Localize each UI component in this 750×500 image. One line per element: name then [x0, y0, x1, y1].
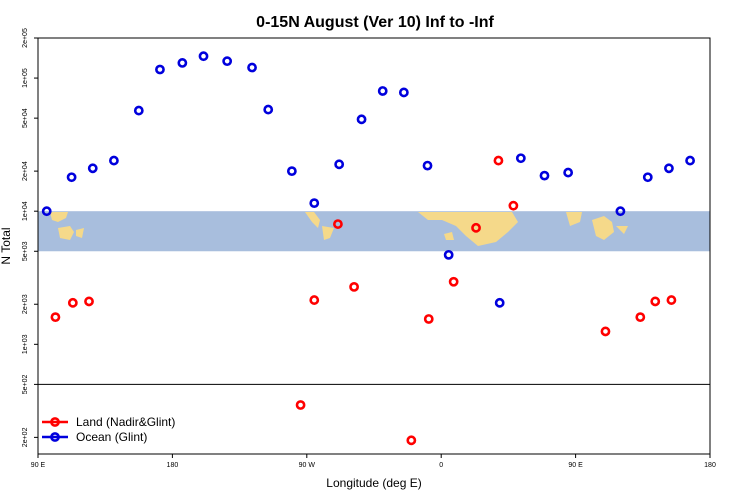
land-shape — [566, 212, 582, 226]
ocean-point — [494, 297, 505, 308]
x-tick-label: 0 — [439, 462, 443, 469]
data-points — [41, 51, 695, 446]
land-point — [508, 200, 519, 211]
land-point — [448, 276, 459, 287]
y-tick-label: 1e+03 — [22, 334, 29, 354]
ocean-point — [563, 167, 574, 178]
y-tick-label: 1e+05 — [22, 68, 29, 88]
ocean-point — [443, 249, 454, 260]
ocean-point — [334, 159, 345, 170]
legend-marker — [50, 432, 60, 442]
x-tick-label: 180 — [167, 462, 179, 469]
land-point — [295, 400, 306, 410]
chart-title: 0-15N August (Ver 10) Inf to -Inf — [256, 14, 494, 31]
ocean-point — [539, 170, 550, 181]
land-point — [493, 155, 504, 166]
ocean-point — [377, 86, 388, 96]
ocean-point — [247, 62, 257, 73]
y-axis-ticks: 2e+02 5e+02 1e+03 2e+03 5e+03 1e+04 2e+04 5e+04… — [22, 28, 38, 447]
land-point — [333, 219, 343, 229]
land-point — [635, 312, 646, 323]
land-point — [650, 296, 661, 307]
x-tick-label: 90 E — [568, 462, 583, 469]
legend-label: Land (Nadir&Glint) — [76, 415, 175, 429]
land-point — [600, 326, 611, 337]
land-shape — [444, 232, 454, 240]
land-point — [666, 295, 677, 305]
land-shape — [322, 226, 334, 240]
ocean-point — [642, 172, 653, 183]
ocean-point — [222, 56, 233, 67]
plot-frame — [37, 37, 711, 455]
y-tick-label: 2e+04 — [22, 161, 29, 181]
ocean-point — [155, 64, 165, 75]
y-tick-label: 5e+04 — [22, 108, 29, 128]
land-point — [423, 314, 434, 324]
y-tick-label: 2e+03 — [22, 294, 29, 314]
ocean-point — [263, 104, 274, 115]
land-shape — [58, 226, 74, 240]
land-shape — [592, 216, 614, 240]
map-band — [38, 211, 710, 252]
ocean-point — [615, 206, 626, 217]
x-tick-label: 90 E — [31, 462, 46, 469]
legend-label: Ocean (Glint) — [76, 430, 147, 444]
x-axis-label: Longitude (deg E) — [326, 476, 421, 490]
y-tick-label: 5e+02 — [22, 374, 29, 394]
y-tick-label: 5e+03 — [22, 241, 29, 261]
ocean-point — [356, 114, 367, 125]
ocean-point — [66, 172, 77, 183]
ocean-point — [41, 206, 52, 217]
land-point — [406, 435, 417, 446]
y-tick-label: 1e+04 — [22, 201, 29, 221]
land-shape — [616, 226, 628, 234]
ocean-point — [87, 163, 98, 174]
ocean-point — [109, 155, 119, 166]
ocean-point — [685, 155, 695, 166]
y-tick-label: 2e+02 — [22, 427, 29, 447]
ocean-point — [309, 198, 320, 209]
legend: Land (Nadir&Glint)Ocean (Glint) — [42, 415, 175, 444]
ocean-point — [422, 160, 433, 171]
ocean-point — [198, 51, 209, 62]
ocean-point — [664, 163, 674, 174]
land-point — [67, 297, 78, 308]
land-point — [349, 281, 359, 292]
land-point — [50, 312, 61, 323]
x-tick-label: 90 W — [299, 462, 316, 469]
land-point — [84, 296, 94, 307]
ocean-point — [398, 87, 409, 98]
y-tick-label: 2e+05 — [22, 28, 29, 48]
land-shape — [305, 212, 320, 228]
land-point — [471, 222, 481, 233]
ocean-point — [286, 166, 297, 177]
land-shape — [418, 212, 518, 246]
land-shape — [76, 228, 84, 238]
ocean-point — [515, 153, 526, 164]
x-axis-ticks: 90 E 180 90 W 0 90 E 180 — [31, 454, 716, 469]
land-point — [309, 295, 320, 305]
x-tick-label: 180 — [704, 462, 716, 469]
ocean-point — [177, 58, 188, 68]
land-shape — [50, 212, 68, 222]
y-axis-label: N Total — [0, 227, 13, 264]
legend-marker — [50, 417, 60, 427]
ocean-point — [133, 105, 144, 116]
